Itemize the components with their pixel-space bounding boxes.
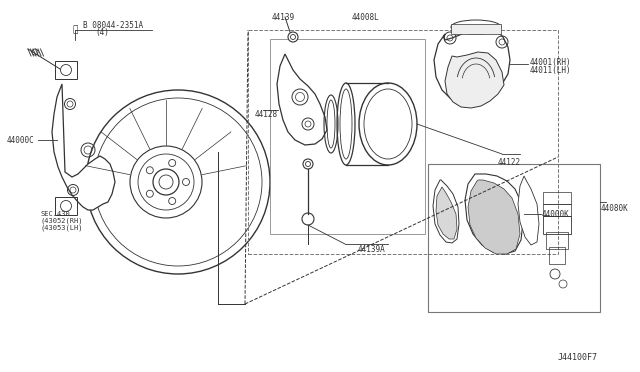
Circle shape [303, 159, 313, 169]
Polygon shape [518, 176, 539, 245]
Text: 44122: 44122 [498, 157, 521, 167]
Bar [543, 204, 571, 216]
Bar [55, 197, 77, 215]
Polygon shape [433, 180, 459, 243]
Bar [543, 216, 571, 234]
Text: B 08044-2351A: B 08044-2351A [83, 20, 143, 29]
Bar [543, 192, 571, 204]
Text: (43053(LH): (43053(LH) [40, 225, 83, 231]
Bar [451, 24, 501, 34]
Polygon shape [468, 180, 520, 254]
Text: SEC.430: SEC.430 [40, 211, 70, 217]
Text: 44001(RH): 44001(RH) [530, 58, 572, 67]
Bar [428, 164, 600, 312]
Bar [248, 30, 558, 254]
Polygon shape [434, 27, 510, 102]
Text: (43052(RH): (43052(RH) [40, 218, 83, 224]
Text: (4): (4) [95, 28, 109, 36]
Text: 44139A: 44139A [358, 246, 386, 254]
Bar [55, 61, 77, 79]
Bar [549, 247, 565, 264]
Text: 44008L: 44008L [352, 13, 380, 22]
Text: J44100F7: J44100F7 [558, 353, 598, 362]
Circle shape [288, 32, 298, 42]
Bar [546, 232, 568, 249]
Text: Ⓑ: Ⓑ [72, 26, 77, 35]
Polygon shape [52, 84, 115, 210]
Polygon shape [465, 174, 523, 254]
Polygon shape [436, 187, 457, 239]
Text: 44080K: 44080K [601, 203, 628, 212]
Circle shape [302, 213, 314, 225]
Text: 44128: 44128 [255, 109, 278, 119]
Polygon shape [277, 54, 327, 145]
Polygon shape [445, 52, 504, 108]
Text: 44011(LH): 44011(LH) [530, 65, 572, 74]
Bar [270, 39, 425, 234]
Text: 44000C: 44000C [7, 135, 35, 144]
Text: 44000K: 44000K [542, 209, 570, 218]
Text: 44139: 44139 [272, 13, 295, 22]
